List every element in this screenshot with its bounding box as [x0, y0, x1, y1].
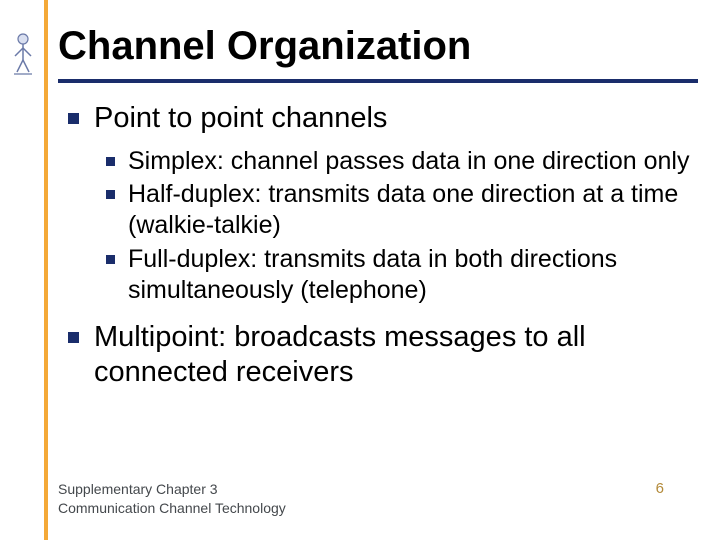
bullet-lvl2: Half-duplex: transmits data one directio… — [58, 179, 700, 242]
page-number: 6 — [656, 480, 700, 497]
title-underline — [58, 79, 698, 83]
vertical-accent-rule — [44, 0, 48, 540]
bullet-lvl1: Point to point channels — [58, 101, 700, 136]
slide-body: Channel Organization Point to point chan… — [58, 24, 700, 400]
sub-bullet-list: Simplex: channel passes data in one dire… — [58, 146, 700, 306]
footer-text: Supplementary Chapter 3 Communication Ch… — [58, 480, 286, 518]
bullet-text: Point to point channels — [94, 102, 387, 134]
slide-title: Channel Organization — [58, 24, 700, 77]
bullet-list: Point to point channels Simplex: channel… — [58, 101, 700, 390]
footer-line-1: Supplementary Chapter 3 — [58, 480, 286, 499]
slide-footer: Supplementary Chapter 3 Communication Ch… — [58, 480, 700, 518]
bullet-lvl2: Full-duplex: transmits data in both dire… — [58, 244, 700, 307]
bullet-text: Full-duplex: transmits data in both dire… — [128, 245, 617, 304]
bullet-text: Multipoint: broadcasts messages to all c… — [94, 321, 586, 388]
figure-icon — [12, 32, 34, 76]
footer-line-2: Communication Channel Technology — [58, 499, 286, 518]
bullet-text: Simplex: channel passes data in one dire… — [128, 147, 689, 175]
bullet-text: Half-duplex: transmits data one directio… — [128, 180, 678, 239]
bullet-lvl1: Multipoint: broadcasts messages to all c… — [58, 320, 700, 390]
bullet-lvl2: Simplex: channel passes data in one dire… — [58, 146, 700, 177]
